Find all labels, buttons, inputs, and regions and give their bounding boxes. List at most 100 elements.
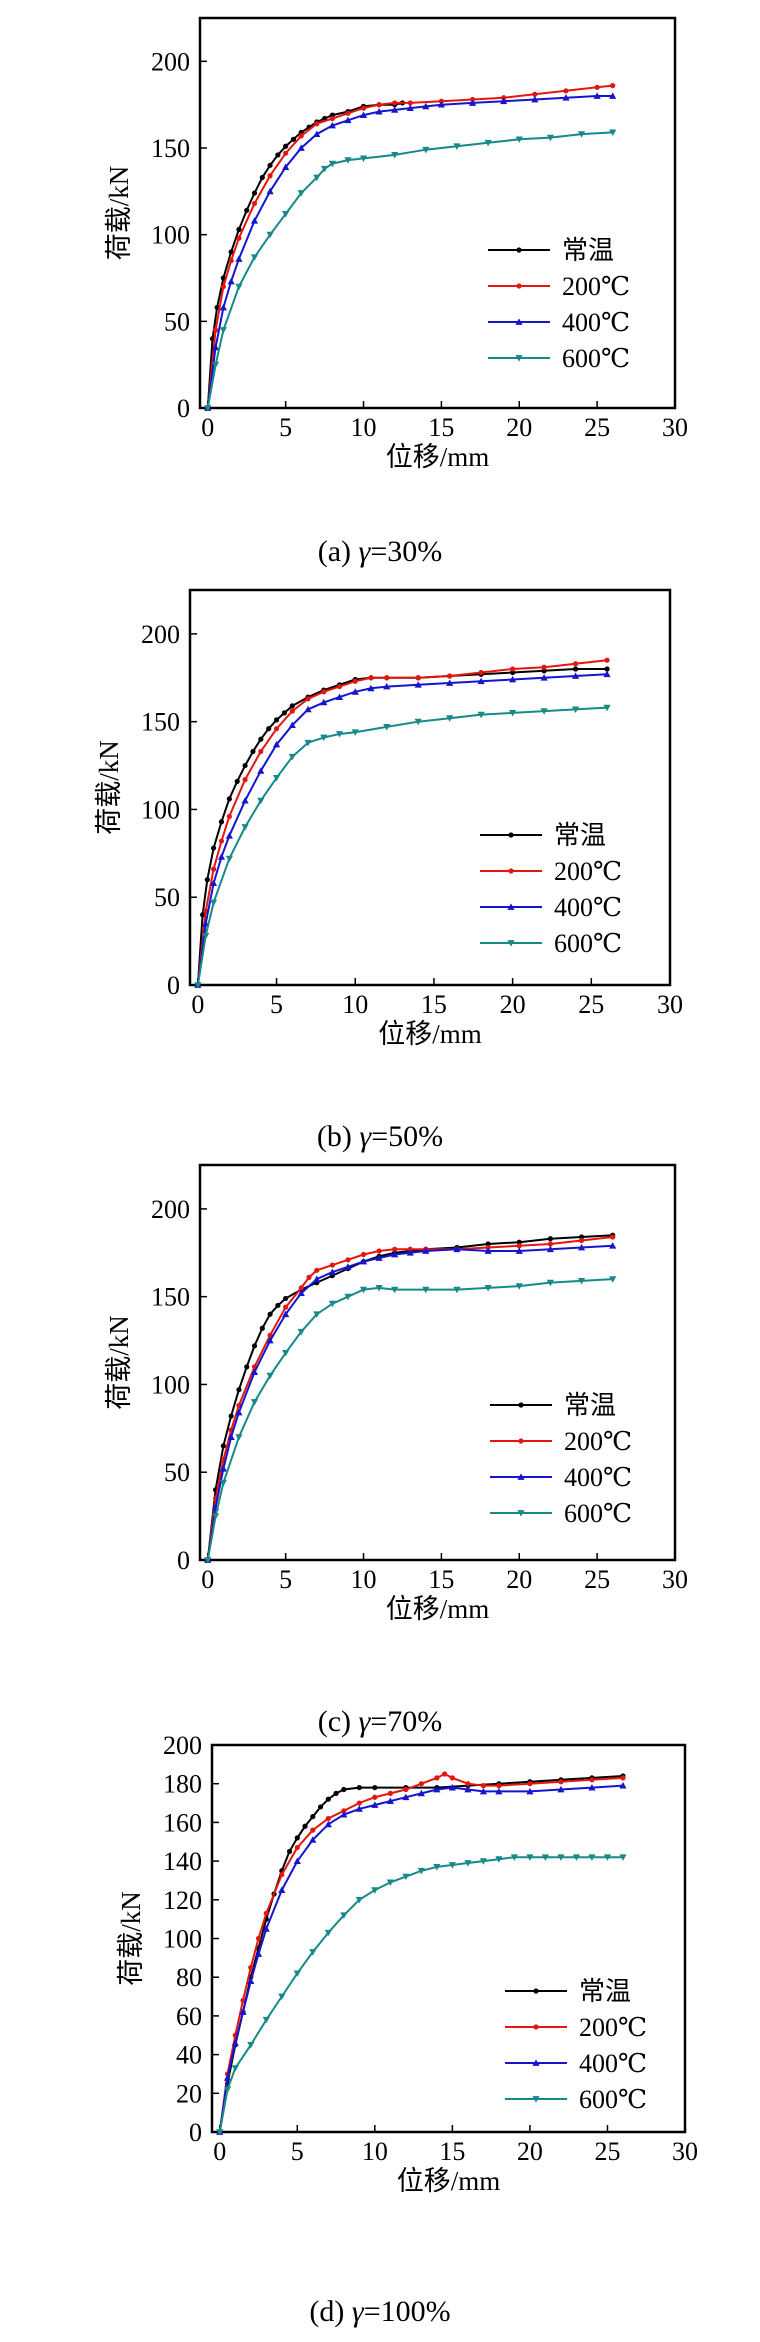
data-point [289,708,295,714]
data-point [267,162,273,168]
data-point [479,1787,487,1795]
data-point [345,1257,351,1263]
legend: 常温 200℃ 400℃ 600℃ [488,236,630,373]
data-point [594,84,600,90]
x-tick-label: 5 [279,413,292,442]
data-point [510,666,516,672]
data-point [604,657,610,663]
data-point [225,832,233,839]
data-point [231,2065,239,2072]
data-point [340,1912,348,1919]
data-point [211,343,220,351]
data-point [335,693,344,700]
data-point [314,1267,320,1273]
x-tick-label: 5 [270,990,283,1019]
data-point [309,1836,317,1843]
data-point [434,1775,440,1781]
legend-label: 常温 [564,1391,616,1420]
data-point [446,715,454,722]
legend-label: 400℃ [554,893,622,922]
data-point [464,1785,472,1793]
data-point [355,1805,363,1812]
data-point [333,1790,339,1796]
data-point [336,683,343,690]
data-point [540,708,548,715]
data-point [496,1783,502,1789]
legend-marker [507,903,515,910]
data-point [422,146,430,154]
data-point [371,1801,379,1808]
data-point [305,696,311,702]
series-line [218,1784,624,2133]
data-point [281,710,288,716]
data-point [547,1241,554,1247]
data-point [609,1276,617,1283]
legend-marker [532,2096,540,2103]
y-tick-label: 120 [163,1886,202,1915]
caption-c-prefix: (c) [317,1705,359,1738]
series-1 [205,1234,616,1563]
data-point [234,778,240,784]
data-point [403,1786,409,1793]
data-point [477,677,485,685]
data-point [310,1827,316,1833]
series-line [206,1234,613,1561]
y-tick-label: 150 [151,134,190,163]
data-point [360,105,367,111]
y-tick-label: 50 [164,1458,190,1487]
data-point [386,1879,394,1886]
data-point [236,1387,242,1393]
data-point [313,1311,321,1318]
data-point [309,1949,317,1956]
data-point [484,1285,492,1292]
data-point [298,133,304,139]
data-point [619,1854,627,1861]
data-point [340,1811,348,1818]
data-point [376,1248,382,1254]
data-point [250,254,259,261]
x-tick-label: 15 [439,2137,465,2166]
data-point [418,1781,424,1787]
data-point [228,258,234,264]
data-point [211,361,220,369]
data-point [477,711,485,719]
data-point [386,1797,394,1804]
data-point [563,88,569,94]
data-point [325,1815,331,1822]
data-point [278,1886,286,1894]
data-point [227,1433,235,1440]
data-point [324,1929,332,1937]
y-tick-label: 100 [163,1925,202,1954]
plot-frame [198,1163,677,1562]
data-point [289,703,295,709]
data-point [572,666,579,672]
x-tick-label: 20 [500,990,526,1019]
data-point [367,684,375,692]
data-point [282,210,290,218]
x-tick-label: 10 [351,413,377,442]
data-point [479,1858,487,1865]
caption-d-prefix: (d) [309,2295,352,2328]
data-point [251,1343,258,1349]
data-point [509,710,517,717]
data-point [446,679,454,686]
legend-label: 200℃ [564,1427,632,1456]
data-point [310,1813,316,1820]
data-point [465,1781,471,1787]
data-point [262,1925,270,1932]
legend-marker [515,355,523,362]
legend-label: 600℃ [579,2085,647,2114]
y-tick-label: 20 [176,2079,202,2108]
data-point [212,327,219,333]
data-point [283,150,289,156]
legend-label: 600℃ [564,1499,632,1528]
data-point [345,110,351,116]
data-point [562,94,570,101]
data-point [219,303,227,311]
data-point [235,255,243,262]
data-point [317,1804,324,1810]
legend-label: 常温 [554,821,606,850]
data-point [391,106,399,113]
data-point [351,729,359,736]
series-2 [204,1242,617,1563]
